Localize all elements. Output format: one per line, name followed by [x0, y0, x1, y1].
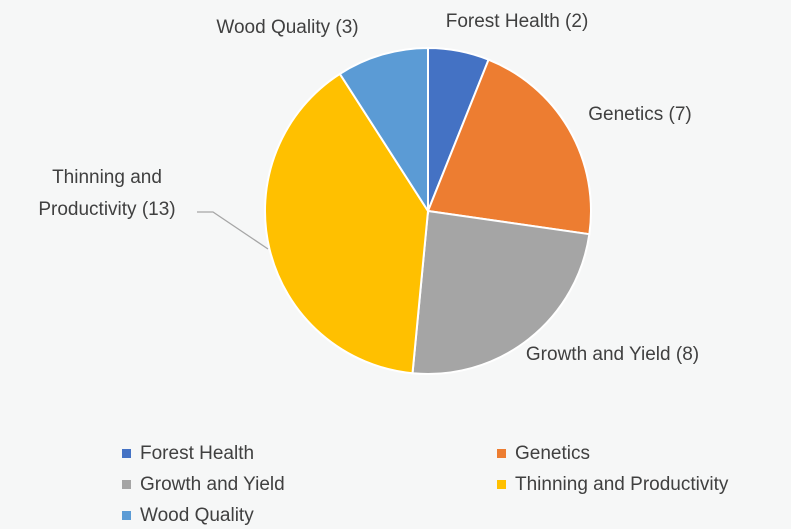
- legend-label: Thinning and Productivity: [515, 474, 729, 495]
- legend-swatch: [497, 449, 506, 458]
- pie-slice: [411, 209, 591, 375]
- data-label: Thinning and Productivity (13): [38, 167, 176, 220]
- data-label: Wood Quality (3): [216, 17, 359, 38]
- legend-swatch: [122, 480, 131, 489]
- legend-swatch: [497, 480, 506, 489]
- leader-line: [197, 211, 269, 250]
- legend-swatch: [122, 449, 131, 458]
- data-label: Genetics (7): [588, 104, 692, 125]
- pie-slice: [338, 46, 429, 215]
- legend-label: Wood Quality: [140, 505, 254, 526]
- data-label: Growth and Yield (8): [525, 344, 700, 365]
- data-label: Forest Health (2): [445, 11, 589, 32]
- legend-label: Growth and Yield: [140, 474, 285, 495]
- pie-slice: [426, 58, 592, 236]
- legend-label: Genetics: [515, 443, 590, 464]
- legend-swatch: [122, 511, 131, 520]
- legend-label: Forest Health: [140, 443, 255, 464]
